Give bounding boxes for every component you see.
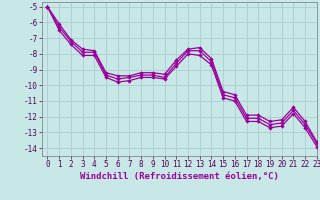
- X-axis label: Windchill (Refroidissement éolien,°C): Windchill (Refroidissement éolien,°C): [80, 172, 279, 181]
